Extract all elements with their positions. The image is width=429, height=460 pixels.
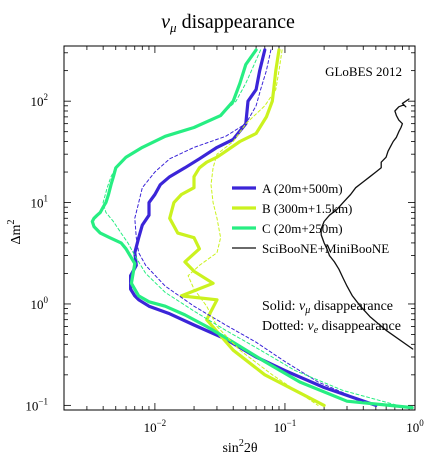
- note-solid-rest: disappearance: [310, 299, 393, 314]
- legend-label: A (20m+500m): [262, 181, 343, 196]
- y-tick-label: 10−1: [25, 396, 48, 413]
- plot-frame: [63, 45, 416, 411]
- note-dotted-prefix: Dotted:: [262, 319, 308, 334]
- y-tick-label: 100: [31, 295, 49, 312]
- note-solid: Solid: νμ disappearance: [262, 299, 393, 316]
- legend-label: SciBooNE+MiniBooNE: [262, 241, 389, 256]
- x-label-main: sin: [222, 441, 238, 456]
- note-dotted-symbol: ν: [308, 319, 315, 334]
- y-label-main: Δm: [9, 224, 24, 244]
- note-dotted: Dotted: νe disappearance: [262, 319, 401, 336]
- note-solid-symbol: ν: [299, 299, 306, 314]
- chart-title: νμ disappearance: [161, 11, 295, 35]
- series-line-1: [168, 48, 326, 407]
- x-tick-label: 10−1: [274, 418, 297, 435]
- title-subscript: μ: [169, 20, 177, 35]
- note-solid-prefix: Solid:: [262, 299, 299, 314]
- x-tick-label: 10−2: [144, 418, 167, 435]
- x-label-tail: 2θ: [244, 441, 258, 456]
- series-group: [90, 48, 414, 410]
- legend-label: B (300m+1.5km): [262, 201, 352, 216]
- x-axis-label: sin22θ: [222, 438, 257, 456]
- title-rest: disappearance: [177, 11, 295, 33]
- series-line-6: [320, 98, 414, 350]
- series-line-3: [134, 49, 364, 402]
- y-axis-label: Δm2: [6, 220, 24, 245]
- note-dotted-rest: disappearance: [318, 319, 401, 334]
- y-label-sup: 2: [6, 220, 17, 225]
- legend: A (20m+500m) B (300m+1.5km) C (20m+250m) Sc…: [232, 181, 389, 256]
- globes-annotation: GLoBES 2012: [325, 64, 402, 79]
- y-tick-labels: 10−1 100 101 102: [25, 92, 48, 413]
- series-line-0: [129, 48, 378, 407]
- series-line-4: [187, 49, 319, 406]
- note-solid-subscript: μ: [304, 305, 310, 316]
- note-dotted-subscript: e: [314, 325, 319, 336]
- y-tick-label: 101: [31, 194, 49, 211]
- x-label-sup: 2: [239, 438, 244, 449]
- legend-label: C (20m+250m): [262, 221, 343, 236]
- title-symbol: ν: [161, 11, 170, 33]
- x-tick-label: 100: [406, 418, 424, 435]
- series-line-5: [102, 49, 407, 409]
- y-tick-label: 102: [31, 92, 49, 109]
- x-tick-labels: 10−2 10−1 100: [144, 418, 425, 435]
- axis-ticks: [63, 46, 416, 411]
